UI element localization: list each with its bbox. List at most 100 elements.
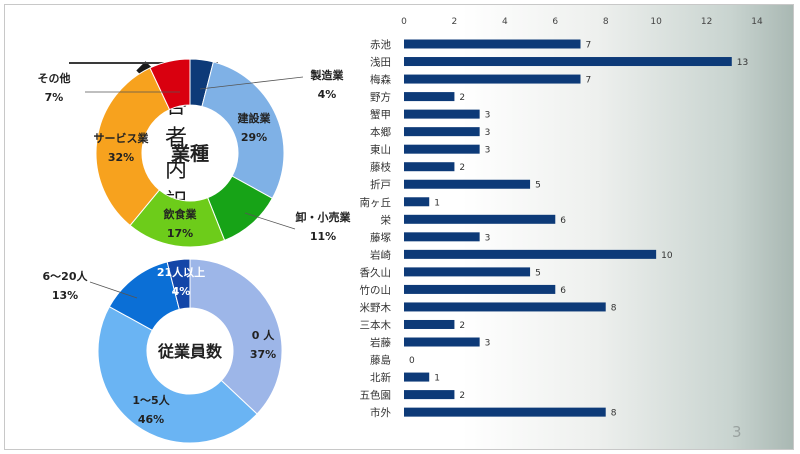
data-label: 5 [535,268,541,278]
data-label: 8 [611,303,617,313]
bar [404,57,732,67]
data-label: 3 [485,111,491,121]
industry-slice-label: その他 [38,71,71,85]
data-label: 7 [586,41,592,51]
industry-slice [95,67,171,227]
industry-slice [149,58,191,111]
industry-donut-chart: 業種 製造業 4% 建設業 29% 卸・小売業 11% 飲食業 17% サービス業 32% その他 7% [38,58,352,248]
slide: 回答者内訳 業種製造業4%建設業29%卸・小売業11%飲食業17%サービス業32… [4,4,794,450]
employees-slice-value: 4% [172,285,191,298]
category-label: 折戸 [370,178,391,191]
employees-slice-label: 1～5人 [132,393,170,407]
industry-slice-value: 32% [108,151,134,164]
industry-slice-value: 17% [167,227,193,240]
leader-line [244,212,296,230]
x-tick-label: 10 [650,17,662,27]
title-underline [69,62,218,64]
category-label: 浅田 [370,56,391,69]
page-number: 3 [732,423,742,441]
category-label: 野方 [370,91,391,104]
bar [404,74,581,84]
category-label: 市外 [370,406,391,419]
industry-slice-label: 卸・小売業 [296,210,352,224]
employees-slice-label: 21人以上 [157,265,205,279]
category-label: 五色園 [360,389,392,402]
bar [404,197,430,207]
data-label: 3 [485,146,491,156]
category-label: 米野木 [360,301,392,314]
category-label: 竹の山 [360,283,392,296]
data-label: 1 [434,374,440,384]
category-label: 赤池 [370,38,391,51]
category-label: 藤塚 [370,232,391,244]
industry-slice-value: 4% [318,88,337,101]
bar [404,232,480,242]
data-label: 7 [586,76,592,86]
industry-slice [201,61,285,199]
category-label: 岩崎 [370,248,391,261]
data-label: 2 [459,93,465,103]
bar [404,372,430,382]
employees-slice-value: 37% [250,348,276,361]
bar [404,214,556,224]
bar [404,302,606,312]
data-label: 8 [611,409,617,419]
data-label: 0 [409,356,415,366]
bar [404,162,455,172]
category-label: 本郷 [370,126,391,139]
category-label: 東山 [370,143,391,156]
data-label: 2 [459,321,465,331]
x-tick-label: 4 [502,17,508,27]
category-label: 三本木 [360,318,392,331]
industry-slice-value: 7% [45,91,64,104]
x-tick-label: 8 [603,17,609,27]
data-label: 1 [434,198,440,208]
category-label: 藤枝 [370,161,391,174]
data-label: 3 [485,128,491,138]
bar [404,319,455,329]
bar [404,267,531,277]
employees-slice-label: 0 人 [252,328,275,342]
category-label: 南ヶ丘 [360,196,392,209]
x-tick-label: 2 [452,17,458,27]
data-label: 2 [459,163,465,173]
bar [404,92,455,102]
industry-slice-label: 製造業 [310,68,345,82]
category-label: 梅森 [370,73,391,86]
bar [404,109,480,119]
employees-slice-value: 13% [52,289,78,302]
industry-slice-label: サービス業 [94,131,150,145]
data-label: 3 [485,233,491,243]
data-label: 2 [459,391,465,401]
employees-center-label: 従業員数 [157,342,223,361]
bar [404,144,480,154]
bar [404,407,606,417]
employees-slice-value: 46% [138,413,164,426]
employees-slice [166,258,191,310]
bar [404,337,480,347]
industry-slice-value: 29% [241,131,267,144]
x-tick-label: 6 [552,17,558,27]
leader-line [199,76,304,90]
x-tick-label: 12 [701,17,712,27]
x-tick-label: 0 [401,17,407,27]
industry-slice-value: 11% [310,230,336,243]
category-label: 藤島 [370,354,391,367]
employees-slice [189,258,283,415]
data-label: 6 [560,216,566,226]
category-label: 香久山 [360,267,392,279]
bar [404,390,455,400]
data-label: 13 [737,58,748,68]
data-label: 3 [485,339,491,349]
bar [404,284,556,294]
category-label: 北新 [370,371,391,384]
employee-donut-chart: 従業員数 0 人 37% 1～5人 46% 6～20人 13% 21人以上 4% [43,258,283,444]
category-label: 蟹甲 [370,108,391,121]
leader-line [89,281,138,299]
data-label: 10 [661,251,673,261]
industry-slice-label: 飲食業 [163,207,198,221]
data-label: 6 [560,286,566,296]
employees-slice [97,305,258,444]
bar [404,39,581,49]
bar [404,127,480,137]
